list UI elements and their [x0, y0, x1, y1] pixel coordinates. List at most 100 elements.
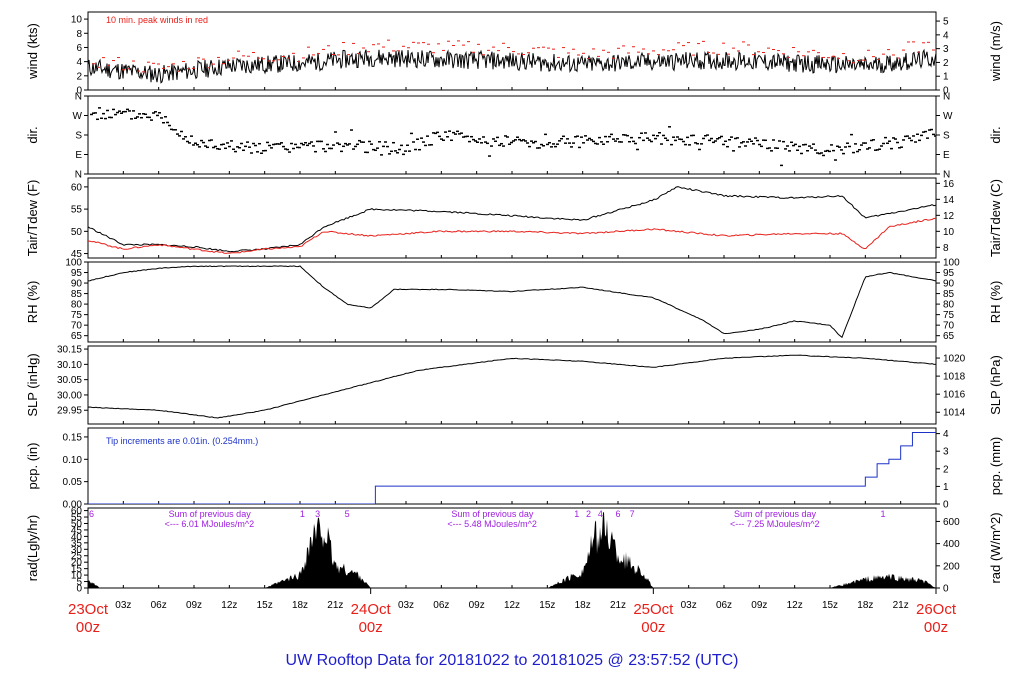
- direction-marks: [90, 107, 936, 167]
- pcp-ytick-label-left: 0.15: [63, 432, 83, 443]
- rad-ytick-label-right: 200: [943, 561, 960, 572]
- x-hour-label: 09z: [186, 600, 202, 611]
- x-hour-label: 12z: [221, 600, 237, 611]
- rad-hour-marker: 7: [630, 509, 635, 519]
- pcp-ytick-label-left: 0.00: [63, 500, 83, 511]
- panel-slp: 29.95 30.00 30.05 30.10 30.15 1014 1016 1018 102…: [25, 345, 1003, 425]
- wind-annotation: 10 min. peak winds in red: [106, 15, 208, 25]
- rh-ylabel-right: RH (%): [988, 281, 1003, 324]
- pcp-annotation: Tip increments are 0.01in. (0.254mm.): [106, 436, 258, 446]
- rad-hour-marker: 6: [89, 509, 94, 519]
- pcp-ytick-label-right: 2: [943, 464, 949, 475]
- rh-ytick-label-left: 100: [65, 258, 82, 269]
- x-hour-label: 18z: [857, 600, 873, 611]
- x-hour-label: 21z: [893, 600, 909, 611]
- slp-ytick-label-left: 30.15: [57, 345, 82, 356]
- rad-hour-marker: 3: [315, 509, 320, 519]
- page-title: UW Rooftop Data for 20181022 to 20181025…: [286, 652, 739, 669]
- slp-ytick-label-left: 29.95: [57, 406, 82, 417]
- x-day-date: 26Oct: [916, 601, 957, 618]
- temp-ytick-label-left: 50: [71, 227, 83, 238]
- pcp-ylabel-left: pcp. (in): [25, 443, 40, 490]
- dir-ytick-label-left: S: [75, 131, 82, 142]
- temp-ytick-label-right: 14: [943, 195, 955, 206]
- wind-ytick-label-right: 2: [943, 58, 949, 69]
- x-hour-label: 15z: [539, 600, 555, 611]
- rad-day-sum-title: Sum of previous day: [734, 509, 817, 519]
- wind-frame: [87, 11, 937, 91]
- wind-ytick-label-right: 0: [943, 86, 949, 97]
- dir-ylabel-left: dir.: [25, 126, 40, 143]
- rad-ytick-label-right: 0: [943, 584, 949, 595]
- x-day-date: 23Oct: [68, 601, 109, 618]
- panel-pcp: 0.00 0.05 0.10 0.15 0 1 2 3 4 pcp. (in) pcp. (mm) T…: [25, 427, 1003, 511]
- rad-ytick-label-left: 40: [71, 532, 83, 543]
- rad-ytick-label-left: 45: [71, 525, 83, 536]
- wind-ytick-label-right: 1: [943, 72, 949, 83]
- wind-ytick-label-left: 6: [76, 43, 82, 54]
- panel-temp: 45 50 55 60 8 10 12 14 16 Tair/Tdew (F) Tair/Tdew …: [25, 177, 1003, 260]
- slp-ylabel-right: SLP (hPa): [988, 355, 1003, 415]
- rh-ytick-label-right: 75: [943, 310, 955, 321]
- rad-day-sum-value: <--- 5.48 MJoules/m^2: [447, 519, 537, 529]
- dir-ytick-label-right: W: [943, 111, 953, 122]
- slp-ytick-label-right: 1014: [943, 408, 966, 419]
- rad-day-sum-value: <--- 7.25 MJoules/m^2: [730, 519, 820, 529]
- rh-frame: [87, 261, 937, 343]
- temp-ytick-label-right: 8: [943, 243, 949, 254]
- slp-ylabel-left: SLP (inHg): [25, 353, 40, 416]
- x-hour-label: 21z: [610, 600, 626, 611]
- rad-ytick-label-left: 55: [71, 513, 83, 524]
- x-axis: 03z 06z 09z 12z 15z 18z 21z 03z 06z 09z 12z 15z 18z 2…: [68, 588, 957, 636]
- temp-series-1: [88, 217, 936, 254]
- rh-ylabel-left: RH (%): [25, 281, 40, 324]
- rad-ytick-label-left: 60: [71, 506, 83, 517]
- x-hour-label: 15z: [257, 600, 273, 611]
- x-hour-label: 06z: [433, 600, 449, 611]
- temp-ylabel-left: Tair/Tdew (F): [25, 180, 40, 257]
- rh-ytick-label-right: 65: [943, 331, 955, 342]
- rad-ytick-label-left: 0: [76, 584, 82, 595]
- temp-ytick-label-left: 55: [71, 205, 83, 216]
- slp-ytick-label-left: 30.00: [57, 390, 82, 401]
- pcp-frame: [87, 427, 937, 505]
- x-hour-label: 03z: [398, 600, 414, 611]
- rad-ytick-label-left: 10: [71, 571, 83, 582]
- x-hour-label: 06z: [151, 600, 167, 611]
- x-day-hour: 00z: [76, 619, 100, 636]
- rad-hour-marker: 5: [345, 509, 350, 519]
- rh-ytick-label-left: 65: [71, 331, 83, 342]
- wind-ytick-label-left: 2: [76, 71, 82, 82]
- rad-ytick-label-left: 20: [71, 558, 83, 569]
- rad-hour-marker: 4: [598, 509, 603, 519]
- dir-ytick-label-left: E: [75, 150, 82, 161]
- rh-ytick-label-right: 95: [943, 268, 955, 279]
- rad-ytick-label-left: 5: [76, 577, 82, 588]
- wind-ytick-label-left: 10: [71, 15, 83, 26]
- dir-ytick-label-right: E: [943, 150, 950, 161]
- x-hour-label: 18z: [292, 600, 308, 611]
- rh-ytick-label-left: 80: [71, 300, 83, 311]
- rad-day-sum-value: <--- 6.01 MJoules/m^2: [165, 519, 255, 529]
- rad-ytick-label-left: 15: [71, 564, 83, 575]
- slp-frame: [87, 345, 937, 425]
- rad-hour-marker: 6: [615, 509, 620, 519]
- slp-ytick-label-left: 30.10: [57, 360, 82, 371]
- dir-ytick-label-right: N: [943, 170, 950, 181]
- x-hour-label: 12z: [504, 600, 520, 611]
- rad-ytick-label-left: 30: [71, 545, 83, 556]
- wind-ylabel-left: wind (kts): [25, 23, 40, 80]
- rad-ytick-label-right: 400: [943, 539, 960, 550]
- rad-ylabel-right: rad (W/m^2): [988, 512, 1003, 583]
- dir-ytick-label-right: S: [943, 131, 950, 142]
- rh-ytick-label-left: 85: [71, 289, 83, 300]
- rh-ytick-label-right: 100: [943, 258, 960, 269]
- x-day-hour: 00z: [924, 619, 948, 636]
- pcp-ytick-label-left: 0.05: [63, 477, 83, 488]
- precip-line: [88, 431, 936, 504]
- x-hour-label: 03z: [681, 600, 697, 611]
- rad-day-sum-title: Sum of previous day: [451, 509, 534, 519]
